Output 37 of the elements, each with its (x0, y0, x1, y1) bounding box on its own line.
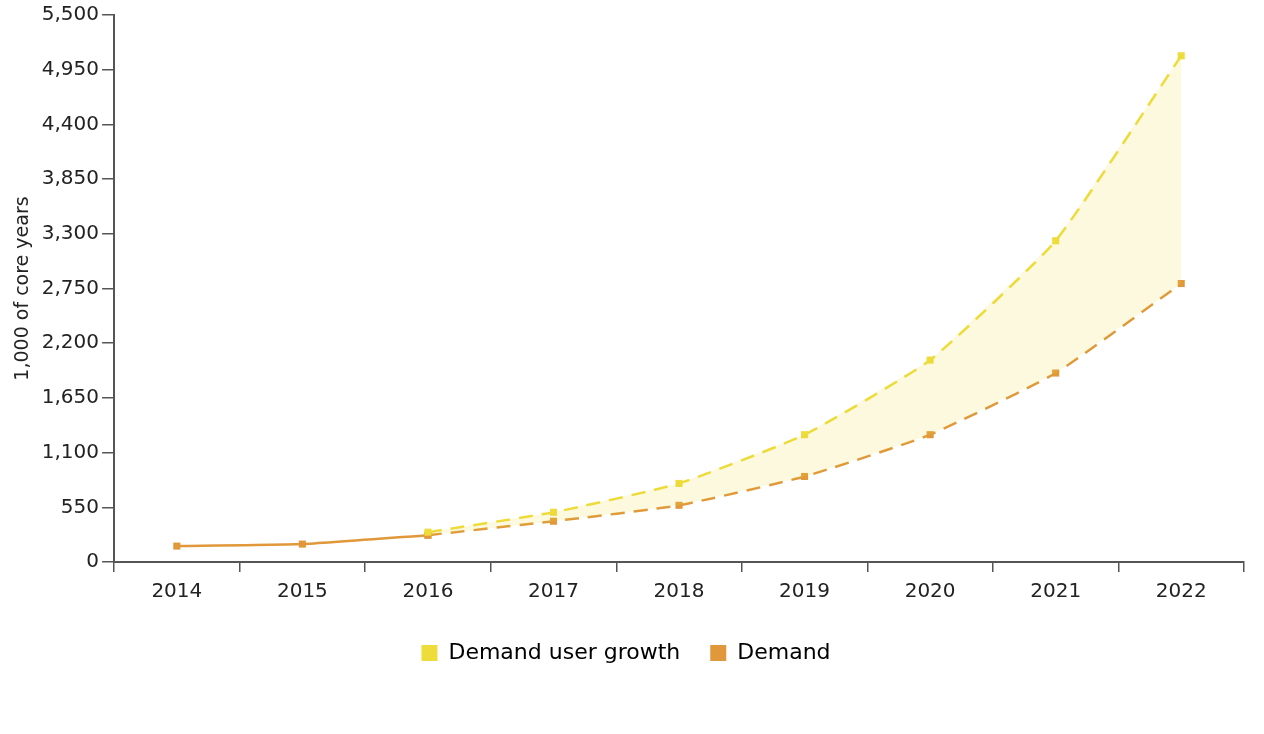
y-tick-label: 4,400 (41, 110, 100, 135)
point (675, 479, 683, 487)
x-tick-label: 2020 (904, 578, 956, 603)
y-tick-label: 0 (86, 548, 100, 573)
y-tick-label: 1,650 (41, 384, 100, 409)
point (801, 431, 809, 439)
x-tick-label: 2021 (1030, 578, 1082, 603)
point (926, 356, 934, 364)
y-tick-label: 1,100 (41, 438, 100, 463)
x-tick-label: 2016 (402, 578, 454, 603)
point (926, 431, 934, 439)
point (173, 542, 181, 550)
point (1177, 52, 1185, 60)
x-tick-label: 2017 (528, 578, 579, 603)
y-tick-label: 5,500 (41, 1, 100, 26)
point (549, 517, 558, 525)
y-tick-label: 3,850 (41, 165, 100, 190)
point (1177, 279, 1185, 288)
y-tick-label: 2,200 (41, 329, 100, 354)
y-tick-label: 550 (60, 493, 100, 518)
point (675, 501, 683, 509)
point (1052, 237, 1060, 245)
y-axis-title: 1,000 of core years (10, 196, 33, 381)
x-tick-label: 2019 (779, 578, 831, 603)
x-tick-label: 2022 (1155, 578, 1207, 603)
point (549, 508, 558, 516)
x-tick-label: 2015 (276, 578, 328, 603)
x-tick-label: 2014 (151, 578, 203, 603)
legend-label: Demand (737, 638, 831, 664)
y-tick-label: 3,300 (41, 220, 100, 244)
point (298, 540, 306, 548)
point (801, 472, 809, 481)
point (1052, 369, 1060, 377)
legend-label: Demand user growth (448, 638, 681, 664)
y-tick-label: 2,750 (41, 274, 100, 299)
x-tick-label: 2018 (653, 578, 705, 603)
y-tick-label: 4,950 (41, 55, 100, 80)
